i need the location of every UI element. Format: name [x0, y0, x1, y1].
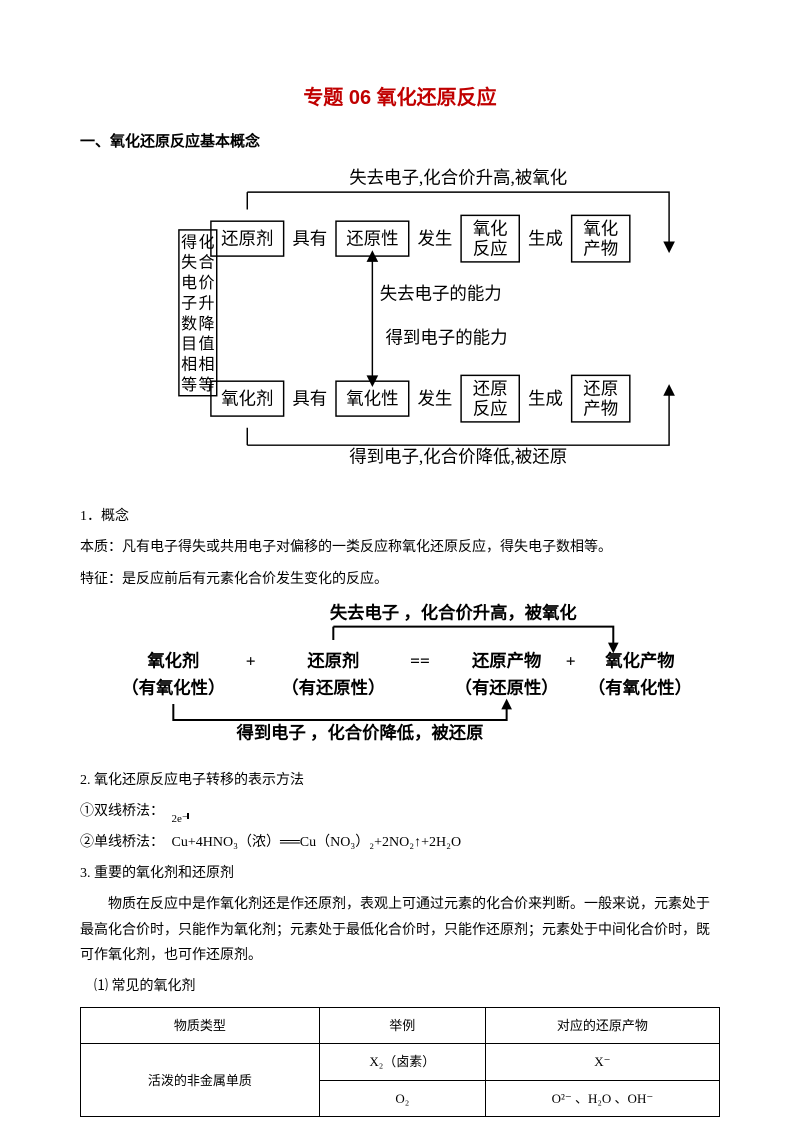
concept-diagram-2: 失去电子 ，化合价升高，被氧化 氧化剂 + 还原剂 == 还原产物 + 氧化产物…: [80, 600, 720, 756]
svg-text:生成: 生成: [528, 228, 563, 248]
svg-text:氧化: 氧化: [583, 218, 618, 238]
svg-text:还原: 还原: [473, 378, 508, 398]
p2-heading: 2. 氧化还原反应电子转移的表示方法: [80, 768, 720, 793]
cell: O₂: [319, 1080, 485, 1116]
svg-text:失: 失: [181, 254, 197, 272]
svg-text:反应: 反应: [473, 399, 508, 419]
svg-text:得到电子 ，化合价降低，被还原: 得到电子 ，化合价降低，被还原: [236, 722, 484, 742]
svg-text:还原性: 还原性: [346, 228, 398, 248]
svg-text:还原剂: 还原剂: [221, 228, 273, 248]
svg-text:子: 子: [181, 294, 197, 312]
svg-text:价: 价: [199, 275, 215, 292]
svg-text:氧化剂: 氧化剂: [146, 650, 199, 670]
svg-text:得: 得: [181, 233, 197, 251]
svg-text:（有还原性）: （有还原性）: [281, 677, 385, 697]
table-header-row: 物质类型 举例 对应的还原产物: [81, 1008, 720, 1044]
col-1: 物质类型: [81, 1008, 320, 1044]
svg-text:生成: 生成: [528, 388, 563, 408]
equation-text: Cu+4HNO₃（浓）══Cu（NO₃）₂+2NO₂↑+2H₂O: [172, 835, 462, 850]
svg-text:+: +: [566, 651, 576, 670]
p3-sub: ⑴ 常见的氧化剂: [80, 974, 720, 999]
svg-text:还原产物: 还原产物: [471, 650, 541, 670]
cell: O²⁻ 、H₂O 、OH⁻: [485, 1080, 719, 1116]
svg-text:降: 降: [199, 315, 215, 333]
svg-text:目: 目: [181, 336, 197, 353]
svg-text:反应: 反应: [473, 239, 508, 259]
svg-text:产物: 产物: [583, 399, 618, 419]
p1-body1: 本质：凡有电子得失或共用电子对偏移的一类反应称氧化还原反应，得失电子数相等。: [80, 535, 720, 560]
concept-diagram-1: 失去电子,化合价升高,被氧化 还原剂 具有 还原性 发生 氧化反应 生成 氧化产…: [80, 163, 720, 492]
cell: 活泼的非金属单质: [81, 1044, 320, 1117]
single-bridge-equation: 2e⁻ Cu+4HNO₃（浓）══Cu（NO₃）₂+2NO₂↑+2H₂O: [172, 830, 462, 855]
page-title: 专题 06 氧化还原反应: [80, 80, 720, 116]
svg-text:氧化产物: 氧化产物: [604, 650, 674, 670]
section-heading-1: 一、氧化还原反应基本概念: [80, 128, 720, 155]
oxidizer-table: 物质类型 举例 对应的还原产物 活泼的非金属单质 X₂（卤素） X⁻ O₂ O²…: [80, 1007, 720, 1117]
svg-text:等: 等: [181, 376, 197, 394]
svg-text:合: 合: [199, 254, 215, 272]
svg-text:升: 升: [199, 294, 215, 312]
cell: X₂（卤素）: [319, 1044, 485, 1080]
svg-text:氧化: 氧化: [473, 218, 508, 238]
svg-text:数: 数: [181, 315, 197, 333]
diagram1-top-label: 失去电子,化合价升高,被氧化: [349, 167, 567, 187]
svg-text:（有氧化性）: （有氧化性）: [121, 677, 225, 697]
p3-body1: 物质在反应中是作氧化剂还是作还原剂，表观上可通过元素的化合价来判断。一般来说，元…: [80, 892, 720, 968]
svg-text:等: 等: [199, 376, 215, 394]
svg-text:（有氧化性）: （有氧化性）: [588, 677, 692, 697]
cell: X⁻: [485, 1044, 719, 1080]
svg-text:相: 相: [199, 356, 215, 374]
bridge-label: 2e⁻: [172, 813, 188, 825]
svg-text:得到电子的能力: 得到电子的能力: [386, 327, 508, 347]
svg-text:电: 电: [181, 274, 197, 292]
svg-text:失去电子 ，化合价升高，被氧化: 失去电子 ，化合价升高，被氧化: [330, 602, 578, 622]
svg-text:失去电子的能力: 失去电子的能力: [380, 284, 502, 304]
svg-text:产物: 产物: [583, 239, 618, 259]
svg-text:化: 化: [199, 233, 215, 251]
p1-heading: 1．概念: [80, 504, 720, 529]
svg-text:（有还原性）: （有还原性）: [455, 677, 559, 697]
p2-m2-label: ②单线桥法：: [80, 835, 164, 850]
p3-heading: 3. 重要的氧化剂和还原剂: [80, 861, 720, 886]
svg-text:氧化性: 氧化性: [346, 388, 398, 408]
col-2: 举例: [319, 1008, 485, 1044]
col-3: 对应的还原产物: [485, 1008, 719, 1044]
svg-text:发生: 发生: [417, 388, 452, 408]
svg-text:==: ==: [410, 651, 430, 670]
table-row: 活泼的非金属单质 X₂（卤素） X⁻: [81, 1044, 720, 1080]
svg-text:具有: 具有: [292, 388, 327, 408]
p1-body2: 特征：是反应前后有元素化合价发生变化的反应。: [80, 567, 720, 592]
svg-text:发生: 发生: [417, 228, 452, 248]
svg-text:+: +: [246, 651, 256, 670]
svg-text:还原剂: 还原剂: [306, 650, 359, 670]
p2-method2: ②单线桥法： 2e⁻ Cu+4HNO₃（浓）══Cu（NO₃）₂+2NO₂↑+2…: [80, 830, 720, 855]
svg-text:得到电子,化合价降低,被还原: 得到电子,化合价降低,被还原: [349, 447, 567, 467]
svg-text:具有: 具有: [292, 228, 327, 248]
svg-text:相: 相: [181, 356, 197, 374]
svg-text:氧化剂: 氧化剂: [221, 388, 273, 408]
svg-text:值: 值: [199, 335, 215, 353]
svg-text:还原: 还原: [583, 378, 618, 398]
